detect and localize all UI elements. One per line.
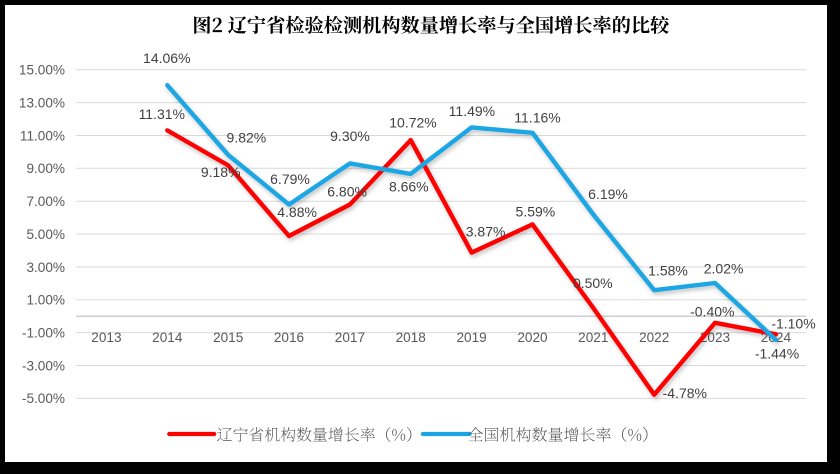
svg-text:2022: 2022 xyxy=(639,330,669,345)
svg-text:-0.40%: -0.40% xyxy=(690,304,734,320)
svg-text:2020: 2020 xyxy=(517,330,548,345)
svg-text:3.87%: 3.87% xyxy=(466,223,506,239)
svg-text:2015: 2015 xyxy=(213,330,243,345)
svg-text:11.00%: 11.00% xyxy=(20,128,65,143)
svg-text:6.80%: 6.80% xyxy=(327,183,367,199)
svg-text:7.00%: 7.00% xyxy=(26,194,65,209)
svg-text:-1.00%: -1.00% xyxy=(22,326,65,341)
svg-text:2014: 2014 xyxy=(152,330,183,345)
svg-text:-1.44%: -1.44% xyxy=(755,346,799,362)
svg-text:2016: 2016 xyxy=(274,330,304,345)
svg-text:8.66%: 8.66% xyxy=(389,178,429,194)
svg-text:6.19%: 6.19% xyxy=(588,186,628,202)
svg-text:-3.00%: -3.00% xyxy=(22,358,65,373)
svg-text:13.00%: 13.00% xyxy=(19,96,65,111)
svg-text:0.50%: 0.50% xyxy=(573,275,613,291)
svg-text:5.00%: 5.00% xyxy=(26,227,65,242)
svg-text:14.06%: 14.06% xyxy=(143,50,190,66)
svg-text:9.00%: 9.00% xyxy=(26,161,65,176)
svg-text:-5.00%: -5.00% xyxy=(22,391,65,406)
svg-text:2013: 2013 xyxy=(91,330,121,345)
svg-text:9.18%: 9.18% xyxy=(201,164,241,180)
svg-text:2.02%: 2.02% xyxy=(704,261,744,277)
svg-text:5.59%: 5.59% xyxy=(516,203,556,219)
svg-text:2017: 2017 xyxy=(335,330,365,345)
svg-text:4.88%: 4.88% xyxy=(277,204,317,220)
svg-text:11.31%: 11.31% xyxy=(139,106,185,122)
svg-text:3.00%: 3.00% xyxy=(26,260,65,275)
svg-text:-4.78%: -4.78% xyxy=(663,385,707,401)
svg-text:2018: 2018 xyxy=(396,330,426,345)
svg-text:9.30%: 9.30% xyxy=(330,128,370,144)
svg-text:1.58%: 1.58% xyxy=(648,263,688,279)
svg-text:1.00%: 1.00% xyxy=(26,293,65,308)
svg-text:9.82%: 9.82% xyxy=(227,130,267,146)
svg-text:2021: 2021 xyxy=(578,330,608,345)
svg-text:15.00%: 15.00% xyxy=(19,63,65,78)
svg-text:6.79%: 6.79% xyxy=(270,171,310,187)
svg-text:11.49%: 11.49% xyxy=(449,103,495,119)
svg-text:11.16%: 11.16% xyxy=(514,110,560,126)
svg-text:-1.10%: -1.10% xyxy=(771,316,815,332)
svg-text:10.72%: 10.72% xyxy=(389,115,436,131)
svg-text:2019: 2019 xyxy=(456,330,486,345)
